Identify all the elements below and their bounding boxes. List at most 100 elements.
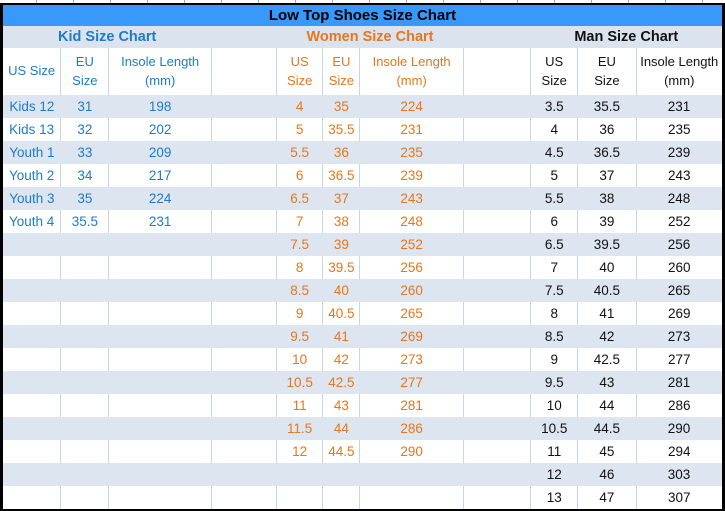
table-cell xyxy=(108,440,212,463)
table-cell: 38 xyxy=(322,210,361,233)
table-cell: 33 xyxy=(60,141,109,164)
table-cell: 42 xyxy=(322,348,361,371)
row-spacer xyxy=(210,486,278,510)
section-spacer xyxy=(463,26,531,48)
table-cell xyxy=(0,256,62,279)
table-row: Kid Size Chart Women Size Chart Man Size C… xyxy=(1,26,724,48)
header-spacer xyxy=(210,48,278,95)
section-title-women: Women Size Chart xyxy=(276,26,464,48)
table-row: 9.5 41 269 8.5 42 273 xyxy=(1,325,724,348)
table-cell: 41 xyxy=(577,302,637,325)
table-cell xyxy=(276,486,324,510)
table-cell: 9 xyxy=(276,302,324,325)
table-cell: 281 xyxy=(359,394,464,417)
table-cell: 42.5 xyxy=(322,371,360,394)
row-spacer xyxy=(210,210,278,233)
row-spacer xyxy=(463,187,531,210)
row-spacer xyxy=(211,371,277,394)
table-cell: 44.5 xyxy=(322,440,361,463)
table-cell: 5.5 xyxy=(276,141,323,164)
table-cell: 6 xyxy=(276,164,324,187)
table-cell xyxy=(1,463,61,486)
table-cell: 248 xyxy=(636,187,724,210)
row-spacer xyxy=(462,394,532,417)
table-cell: 4.5 xyxy=(530,141,578,164)
table-cell xyxy=(60,256,110,279)
table-cell xyxy=(0,302,62,325)
table-cell: 40 xyxy=(322,279,360,302)
table-cell: 44 xyxy=(577,394,637,417)
column-header-kid-1: EU Size xyxy=(60,48,110,95)
table-cell xyxy=(60,279,109,302)
row-spacer xyxy=(463,279,531,302)
table-cell xyxy=(322,463,360,486)
row-spacer xyxy=(211,233,277,256)
table-cell: 34 xyxy=(60,164,110,187)
table-cell: 35.5 xyxy=(60,210,110,233)
table-cell: 277 xyxy=(359,371,464,394)
table-cell: 12 xyxy=(276,440,324,463)
table-cell: 11 xyxy=(530,440,579,463)
table-cell xyxy=(108,371,212,394)
table-cell xyxy=(60,463,109,486)
table-cell: 265 xyxy=(359,302,464,325)
table-row: US Size EU Size Insole Length (mm) US Size E… xyxy=(0,48,725,95)
row-spacer xyxy=(210,394,278,417)
table-cell: 43 xyxy=(577,371,637,394)
table-cell xyxy=(108,486,212,510)
table-row: 11.5 44 286 10.5 44.5 290 xyxy=(1,417,724,440)
table-cell: 256 xyxy=(359,256,464,279)
row-spacer xyxy=(463,417,531,440)
table-cell: 239 xyxy=(636,141,724,164)
table-cell: 8.5 xyxy=(276,279,323,302)
table-row: Youth 2 34 217 6 36.5 239 5 37 243 xyxy=(0,164,725,187)
top-gridline-strip xyxy=(0,0,725,3)
row-spacer xyxy=(210,256,278,279)
table-row: 8.5 40 260 7.5 40.5 265 xyxy=(1,279,724,302)
table-cell: 4 xyxy=(530,118,579,141)
table-cell: 11.5 xyxy=(276,417,323,440)
table-cell xyxy=(359,463,464,486)
table-cell xyxy=(276,463,323,486)
table-cell: 37 xyxy=(322,187,360,210)
row-spacer xyxy=(210,348,278,371)
table-cell: Kids 13 xyxy=(0,118,62,141)
table-cell: 273 xyxy=(359,348,464,371)
table-cell: Youth 2 xyxy=(0,164,62,187)
table-cell: 4 xyxy=(276,95,323,118)
table-cell xyxy=(1,233,61,256)
table-cell xyxy=(108,325,212,348)
table-cell: Youth 3 xyxy=(1,187,61,210)
table-cell: 36 xyxy=(577,118,637,141)
table-cell xyxy=(0,440,62,463)
table-cell: 273 xyxy=(636,325,724,348)
table-cell: 5 xyxy=(530,164,579,187)
row-spacer xyxy=(462,256,532,279)
table-cell: 10 xyxy=(276,348,324,371)
table-cell: 235 xyxy=(359,141,464,164)
table-cell: 231 xyxy=(108,210,212,233)
table-cell: 286 xyxy=(635,394,725,417)
column-header-kid-0: US Size xyxy=(0,48,62,95)
table-cell: 252 xyxy=(635,210,725,233)
column-header-women-0: US Size xyxy=(276,48,324,95)
table-row: 10 42 273 9 42.5 277 xyxy=(0,348,725,371)
row-spacer xyxy=(463,371,531,394)
table-cell: 277 xyxy=(635,348,725,371)
column-header-man-2: Insole Length (mm) xyxy=(635,48,725,95)
table-cell: 39.5 xyxy=(322,256,361,279)
table-cell: 10.5 xyxy=(276,371,323,394)
table-row: Youth 3 35 224 6.5 37 243 5.5 38 248 xyxy=(1,187,724,210)
table-cell xyxy=(1,279,61,302)
table-cell: 10 xyxy=(530,394,579,417)
table-cell: 198 xyxy=(108,95,212,118)
row-spacer xyxy=(462,348,532,371)
table-cell: 8 xyxy=(530,302,579,325)
table-cell: 47 xyxy=(577,486,637,510)
table-cell: 41 xyxy=(322,325,360,348)
table-cell: 40.5 xyxy=(322,302,361,325)
table-cell: 6.5 xyxy=(276,187,323,210)
table-cell xyxy=(60,440,110,463)
table-row: Kids 12 31 198 4 35 224 3.5 35.5 231 xyxy=(1,95,724,118)
